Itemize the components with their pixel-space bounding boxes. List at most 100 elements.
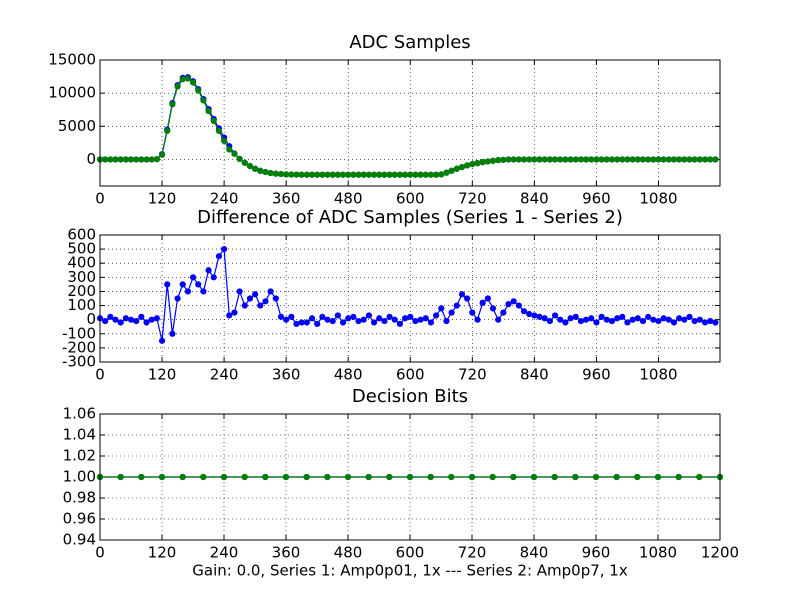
data-point (231, 150, 238, 157)
data-point (205, 107, 212, 115)
data-point (231, 309, 238, 316)
data-point (629, 316, 636, 323)
x-tick-label: 360 (272, 366, 301, 384)
data-point (691, 156, 698, 163)
data-point (453, 302, 460, 309)
data-point (474, 316, 481, 323)
data-point (712, 156, 719, 163)
data-point (365, 473, 372, 481)
data-point (619, 156, 626, 163)
data-point (639, 156, 647, 163)
data-point (650, 316, 657, 323)
data-point (464, 295, 471, 302)
data-point (541, 156, 548, 163)
data-point (593, 156, 600, 163)
data-point (665, 316, 672, 323)
data-point (179, 281, 186, 288)
data-point (381, 171, 388, 178)
x-tick-label: 960 (582, 544, 611, 562)
x-tick-label: 360 (272, 190, 301, 208)
data-point (293, 171, 300, 178)
data-point (696, 156, 703, 163)
data-point (670, 319, 678, 326)
x-axis-label: Gain: 0.0, Series 1: Amp0p01, 1x --- Ser… (192, 562, 628, 580)
data-point (339, 171, 347, 178)
y-tick-label: 0 (86, 150, 96, 168)
data-point (655, 317, 662, 325)
data-point (189, 79, 197, 86)
data-point (282, 473, 290, 481)
data-point (520, 308, 528, 315)
data-point (650, 156, 657, 163)
data-point (572, 313, 579, 320)
data-point (267, 288, 274, 295)
subplot-title: Difference of ADC Samples (Series 1 - Se… (197, 207, 623, 228)
data-point (670, 156, 678, 163)
data-point (505, 301, 512, 308)
data-point (127, 316, 135, 323)
data-point (350, 313, 357, 320)
data-point (453, 165, 460, 172)
x-tick-label: 240 (210, 544, 239, 562)
data-point (484, 295, 491, 302)
data-point (551, 473, 558, 481)
data-point (215, 127, 223, 135)
data-point (665, 156, 672, 163)
x-tick-label: 1080 (639, 544, 677, 562)
data-point (422, 171, 429, 178)
data-point (107, 313, 114, 320)
x-tick-label: 720 (458, 190, 487, 208)
data-point (283, 316, 290, 323)
data-point (489, 473, 496, 481)
data-point (567, 315, 574, 322)
data-point (407, 171, 414, 178)
data-point (541, 315, 548, 322)
x-tick-label: 1080 (639, 366, 677, 384)
data-point (272, 295, 279, 302)
data-point (530, 473, 538, 481)
data-point (314, 320, 321, 327)
data-point (629, 156, 636, 163)
axes-frame (99, 413, 721, 541)
y-tick-label: 500 (67, 240, 96, 258)
data-point (582, 156, 590, 163)
data-point (531, 312, 538, 319)
data-point (562, 319, 569, 326)
data-point (645, 156, 652, 163)
data-point (221, 137, 228, 145)
data-point (143, 156, 150, 163)
data-point (401, 315, 409, 322)
data-point (117, 319, 124, 326)
data-point (427, 319, 435, 326)
data-point (712, 319, 719, 326)
data-point (412, 171, 419, 178)
data-point (174, 83, 181, 90)
data-point (619, 313, 626, 320)
data-point (613, 315, 621, 322)
data-point (277, 313, 285, 320)
data-point (246, 163, 254, 170)
data-point (551, 312, 559, 319)
data-point (707, 156, 714, 163)
data-point (303, 319, 310, 326)
data-point (303, 171, 310, 178)
data-point (577, 317, 585, 325)
data-point (138, 313, 145, 320)
data-point (448, 473, 455, 481)
data-point (634, 315, 641, 322)
data-point (236, 155, 243, 163)
data-point (138, 156, 145, 163)
data-point (510, 156, 517, 163)
data-point (252, 165, 259, 172)
y-tick-label: 100 (67, 296, 96, 314)
data-point (184, 75, 192, 82)
data-point (448, 167, 455, 174)
y-tick-label: 5000 (58, 117, 96, 135)
data-point (360, 171, 367, 178)
data-point (526, 310, 533, 318)
data-point (350, 171, 357, 178)
data-point (438, 305, 445, 312)
data-point (283, 171, 290, 178)
y-tick-label: -300 (62, 353, 96, 371)
data-point (675, 473, 682, 481)
